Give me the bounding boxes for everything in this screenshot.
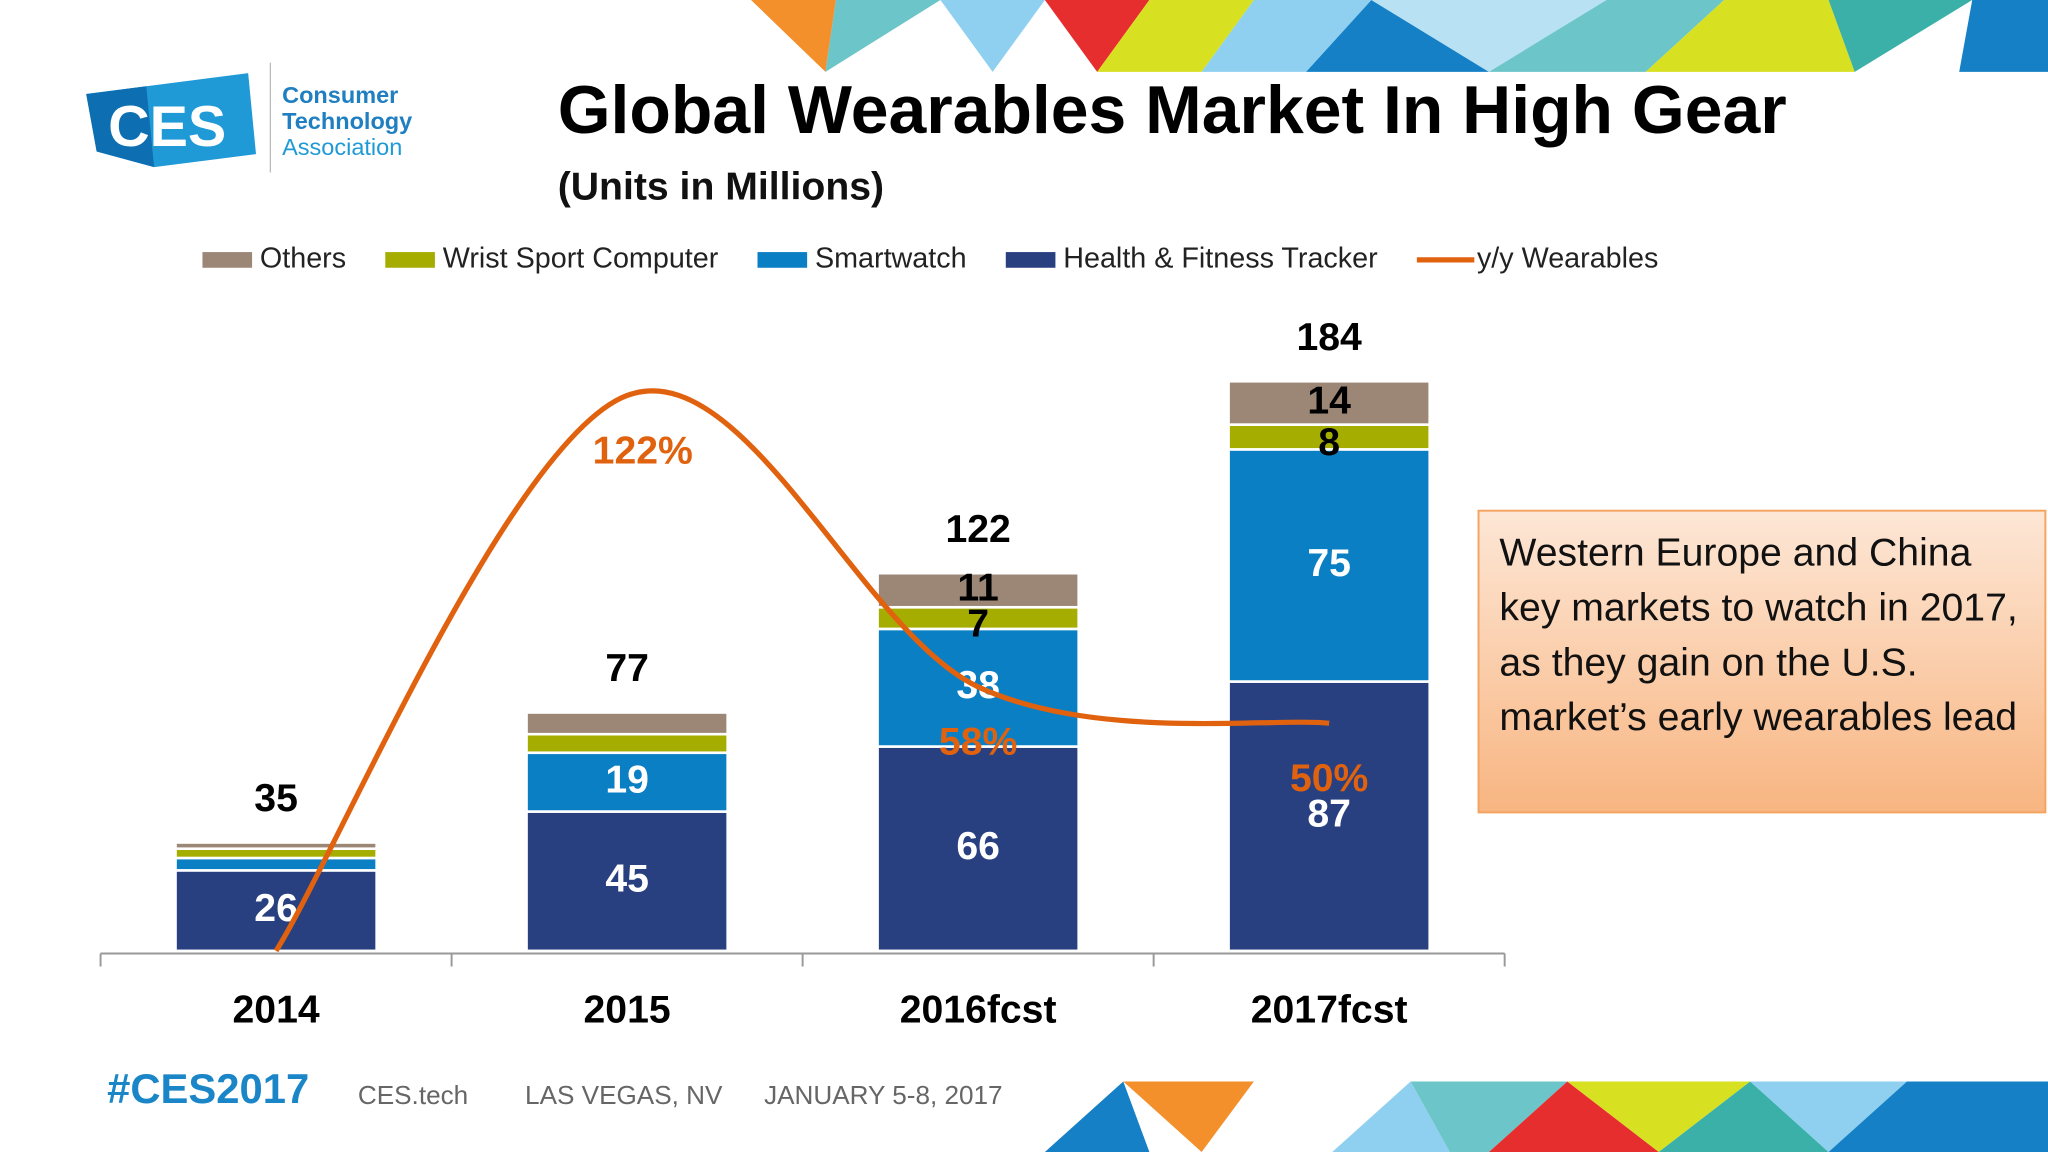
bar-segment [876,571,1080,609]
footer-item: JANUARY 5-8, 2017 [764,1080,1003,1110]
bar-segment [174,856,378,872]
legend-label: Others [260,243,346,275]
chart-subtitle: (Units in Millions) [558,166,884,209]
logo-mark: CES [108,95,226,159]
legend-swatch [1005,252,1056,268]
data-label: 11 [957,567,998,610]
data-label: 14 [1307,379,1351,422]
chart-title: Global Wearables Market In High Gear [558,73,1787,148]
footer-item: CES.tech [358,1080,468,1110]
bar-segment [174,841,378,851]
line-series [273,388,1330,953]
legend-swatch [385,252,435,268]
legend-label: Health & Fitness Tracker [1063,243,1378,275]
footer: #CES2017 CES.tech LAS VEGAS, NV JANUARY … [107,1065,1002,1112]
callout: Western Europe and China key markets to … [1499,531,2018,740]
bar-segment [525,732,729,755]
logo: CES Consumer Technology Association [86,62,412,173]
legend-swatch [757,252,808,268]
x-tick-label: 2016fcst [900,989,1057,1032]
bar-segment [1227,423,1432,451]
total-label: 122 [945,508,1010,551]
data-label: 19 [605,758,649,801]
total-label: 184 [1296,316,1362,359]
bar-segment [525,751,729,813]
bar-segment [1227,680,1432,953]
bar-segment [1227,379,1432,426]
legend-label: y/y Wearables [1477,243,1658,275]
data-label: 45 [605,858,649,901]
data-label: 87 [1307,793,1351,836]
legend-label: Wrist Sport Computer [443,243,719,275]
line-label: 58% [939,721,1017,764]
bar-segment [174,847,378,860]
x-tick-label: 2017fcst [1251,989,1408,1032]
legend-label: Smartwatch [815,243,967,275]
line-label: 122% [593,429,693,472]
callout-box [1477,509,2047,814]
total-label: 35 [254,777,298,820]
bar-segment [525,711,729,736]
line-label: 50% [1290,757,1368,800]
data-label: 8 [1318,421,1340,464]
logo-text: Technology [282,108,412,134]
top-decoration [751,0,2048,72]
logo-text: Association [282,134,402,160]
bar-segment [876,745,1080,953]
footer-hashtag: #CES2017 [107,1065,309,1112]
footer-item: LAS VEGAS, NV [525,1080,723,1110]
data-label: 75 [1307,542,1351,585]
bar-segment [1227,448,1432,683]
x-tick-label: 2014 [233,989,320,1032]
bottom-decoration [1044,1081,2048,1152]
logo-shape [86,86,155,168]
callout-text: Western Europe and China key markets to … [1499,531,2018,740]
x-tick-label: 2015 [584,989,671,1032]
data-label: 66 [956,825,1000,868]
legend-swatch [202,252,253,268]
total-label: 77 [605,647,649,690]
data-label: 7 [967,602,989,645]
logo-text: Consumer [282,82,398,108]
